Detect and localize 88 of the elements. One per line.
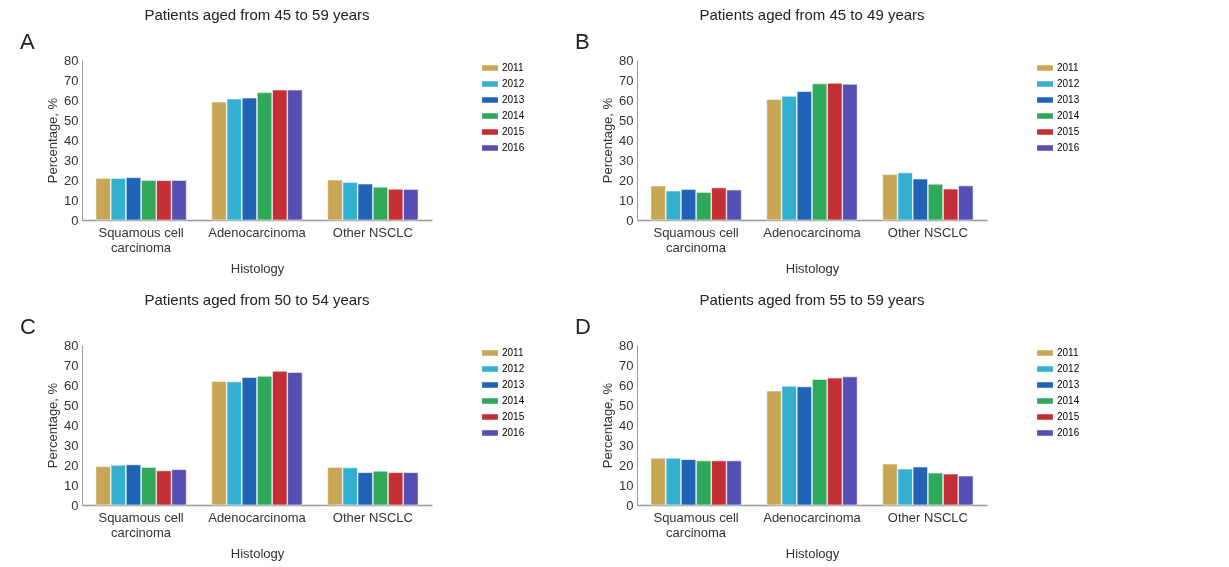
- y-tick-label: 30: [64, 152, 79, 168]
- y-tick-label: 30: [619, 152, 634, 168]
- y-tick-label: 50: [64, 397, 79, 413]
- y-tick-label: 20: [619, 172, 634, 188]
- text: C: [20, 314, 36, 339]
- x-axis-title: Histology: [785, 260, 840, 276]
- y-tick-label: 40: [64, 417, 79, 433]
- y-tick-label: 40: [619, 417, 634, 433]
- text: B: [575, 29, 590, 54]
- y-tick-label: 70: [64, 357, 79, 373]
- y-tick-label: 50: [64, 112, 79, 128]
- x-tick-label: Squamous cell carcinoma: [98, 509, 184, 540]
- legend-label: 2013: [1057, 94, 1080, 105]
- x-tick-label: Adenocarcinoma: [763, 509, 862, 525]
- y-tick-label: 0: [626, 212, 634, 228]
- y-tick-label: 70: [619, 72, 634, 88]
- y-tick-label: 10: [64, 192, 79, 208]
- x-axis-title: Histology: [230, 545, 285, 561]
- legend-label: 2015: [502, 126, 525, 137]
- x-tick-label: Other NSCLC: [887, 509, 968, 525]
- y-tick-label: 10: [619, 192, 634, 208]
- legend-label: 2014: [502, 395, 525, 406]
- x-tick-label: Squamous cell carcinoma: [653, 509, 739, 540]
- y-tick-label: 20: [64, 172, 79, 188]
- legend-label: 2014: [1057, 110, 1080, 121]
- y-axis-title: Percentage, %: [600, 97, 616, 184]
- y-tick-label: 10: [64, 477, 79, 493]
- y-tick-label: 30: [619, 437, 634, 453]
- text: A: [20, 29, 35, 54]
- legend-label: 2011: [502, 62, 524, 73]
- legend-label: 2012: [1057, 363, 1080, 374]
- y-tick-label: 20: [64, 457, 79, 473]
- legend-label: 2015: [1057, 126, 1080, 137]
- y-axis-title: Percentage, %: [45, 97, 61, 184]
- y-tick-label: 60: [619, 92, 634, 108]
- legend-label: 2016: [1057, 427, 1080, 438]
- x-tick-label: Squamous cell carcinoma: [653, 224, 739, 255]
- legend-label: 2014: [1057, 395, 1080, 406]
- x-axis-title: Histology: [230, 260, 285, 276]
- y-tick-label: 40: [64, 132, 79, 148]
- legend-label: 2013: [502, 379, 525, 390]
- legend-label: 2015: [1057, 411, 1080, 422]
- text: D: [575, 314, 591, 339]
- y-tick-label: 0: [71, 497, 79, 513]
- y-tick-label: 80: [619, 52, 634, 68]
- legend-label: 2011: [1057, 347, 1079, 358]
- y-tick-label: 70: [64, 72, 79, 88]
- chart-title: Patients aged from 45 to 59 years: [144, 6, 370, 23]
- y-axis-title: Percentage, %: [45, 382, 61, 469]
- y-tick-label: 60: [619, 377, 634, 393]
- chart-title: Patients aged from 55 to 59 years: [699, 291, 925, 308]
- legend-label: 2013: [1057, 379, 1080, 390]
- x-tick-label: Other NSCLC: [332, 509, 413, 525]
- y-tick-label: 0: [626, 497, 634, 513]
- legend-label: 2016: [502, 427, 525, 438]
- x-tick-label: Squamous cell carcinoma: [98, 224, 184, 255]
- y-tick-label: 50: [619, 397, 634, 413]
- y-tick-label: 40: [619, 132, 634, 148]
- x-tick-label: Other NSCLC: [887, 224, 968, 240]
- legend-label: 2012: [502, 363, 525, 374]
- y-tick-label: 30: [64, 437, 79, 453]
- x-tick-label: Adenocarcinoma: [763, 224, 862, 240]
- y-tick-label: 80: [619, 337, 634, 353]
- legend-label: 2012: [502, 78, 525, 89]
- x-tick-label: Other NSCLC: [332, 224, 413, 240]
- y-tick-label: 10: [619, 477, 634, 493]
- y-tick-label: 60: [64, 92, 79, 108]
- y-tick-label: 80: [64, 52, 79, 68]
- x-tick-label: Adenocarcinoma: [208, 224, 307, 240]
- y-tick-label: 60: [64, 377, 79, 393]
- chart-title: Patients aged from 45 to 49 years: [699, 6, 925, 23]
- y-tick-label: 50: [619, 112, 634, 128]
- chart-title: Patients aged from 50 to 54 years: [144, 291, 370, 308]
- legend-label: 2013: [502, 94, 525, 105]
- x-tick-label: Adenocarcinoma: [208, 509, 307, 525]
- y-axis-title: Percentage, %: [600, 382, 616, 469]
- y-tick-label: 0: [71, 212, 79, 228]
- y-tick-label: 80: [64, 337, 79, 353]
- legend-label: 2012: [1057, 78, 1080, 89]
- y-tick-label: 70: [619, 357, 634, 373]
- legend-label: 2011: [1057, 62, 1079, 73]
- legend-label: 2011: [502, 347, 524, 358]
- legend-label: 2016: [1057, 142, 1080, 153]
- legend-label: 2015: [502, 411, 525, 422]
- legend-label: 2014: [502, 110, 525, 121]
- legend-label: 2016: [502, 142, 525, 153]
- y-tick-label: 20: [619, 457, 634, 473]
- x-axis-title: Histology: [785, 545, 840, 561]
